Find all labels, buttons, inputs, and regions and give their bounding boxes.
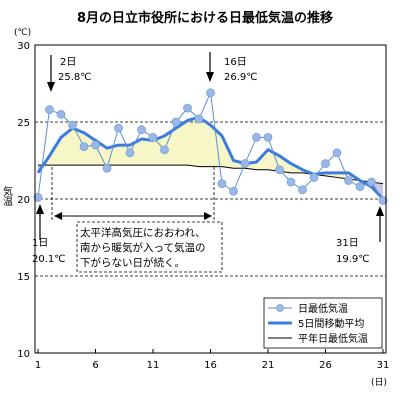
- daily-min-point: [68, 120, 77, 130]
- annotation-day2-label: 2日: [60, 57, 76, 68]
- moving-average-series: [36, 115, 385, 201]
- daily-min-point: [33, 193, 43, 202]
- period-bracket: [51, 167, 215, 222]
- x-tick-label: 16: [204, 360, 217, 371]
- legend-label-average: 5日間移動平均: [298, 317, 364, 330]
- daily-min-point: [332, 148, 342, 158]
- comment-box: 太平洋高気圧におおわれ、 南から暖気が入って気温の 下がらない日が続く。: [76, 221, 223, 273]
- annotation-day31: 31日 19.9℃: [336, 206, 384, 265]
- annotation-day16: 16日 26.9℃: [206, 52, 258, 83]
- daily-min-point: [91, 140, 100, 150]
- daily-min-point: [229, 186, 238, 196]
- annotation-day31-arrowhead: [376, 206, 384, 216]
- y-tick-label: 15: [17, 272, 30, 283]
- comment-line-3: 下がらない日が続く。: [80, 256, 185, 269]
- annotation-day2-value: 25.8℃: [58, 72, 92, 83]
- x-unit-label: (日): [371, 377, 387, 388]
- daily-min-point: [125, 148, 135, 158]
- daily-min-point: [263, 132, 273, 142]
- x-tick-label: 26: [319, 360, 332, 371]
- annotation-day16-value: 26.9℃: [224, 72, 258, 83]
- daily-min-point: [217, 179, 227, 189]
- daily-min-series: [33, 88, 388, 205]
- y-axis-label: 気温: [1, 185, 13, 206]
- daily-min-point: [309, 173, 319, 182]
- daily-min-point: [206, 88, 215, 98]
- annotation-day1-value: 20.1℃: [32, 254, 66, 265]
- daily-min-point: [45, 105, 54, 115]
- annotation-day2-arrowhead: [47, 82, 55, 92]
- y-tick-label: 25: [17, 118, 30, 129]
- comment-line-2: 南から暖気が入って気温の: [80, 241, 205, 254]
- annotation-day31-value: 19.9℃: [336, 254, 370, 265]
- daily-min-point: [275, 165, 284, 175]
- daily-min-point: [286, 177, 296, 187]
- daily-min-point: [102, 163, 112, 173]
- gridlines: [35, 121, 386, 277]
- moving-average-line: [36, 115, 385, 201]
- annotation-day1: 1日 20.1℃: [32, 204, 66, 265]
- legend-marker-daily: [276, 304, 284, 312]
- daily-min-point: [137, 125, 146, 135]
- daily-min-point: [367, 177, 376, 187]
- x-tick-label: 6: [92, 360, 98, 371]
- daily-min-point: [171, 117, 181, 127]
- chart-title: 8月の日立市役所における日最低気温の推移: [77, 10, 333, 26]
- x-tick-label: 1: [35, 360, 41, 371]
- normal-series: [38, 164, 384, 185]
- daily-min-point: [114, 123, 123, 133]
- y-ticks: 10 15 20 25 30: [17, 41, 30, 360]
- x-tick-label: 31: [377, 360, 390, 371]
- annotation-day1-label: 1日: [32, 238, 48, 249]
- daily-min-point: [321, 159, 330, 168]
- daily-min-point: [298, 185, 307, 195]
- annotation-day31-label: 31日: [336, 238, 359, 249]
- daily-min-point: [355, 182, 365, 192]
- fill-below-normal: [360, 180, 383, 199]
- normal-line: [38, 164, 384, 185]
- annotation-day16-arrowhead: [206, 72, 214, 82]
- annotation-day2: 2日 25.8℃: [47, 55, 92, 92]
- daily-min-point: [252, 132, 261, 142]
- x-ticks: 1 6 11 16 21 26 31: [35, 349, 390, 371]
- daily-min-point: [148, 132, 158, 142]
- x-tick-label: 21: [262, 360, 275, 371]
- comment-line-1: 太平洋高気圧におおわれ、: [80, 226, 206, 239]
- y-tick-label: 20: [17, 195, 30, 206]
- daily-min-point: [344, 176, 353, 185]
- period-arrowhead-right: [204, 212, 212, 220]
- annotation-day16-label: 16日: [224, 57, 247, 68]
- legend: 日最低気温 5日間移動平均 平年日最低気温: [263, 297, 383, 349]
- daily-min-point: [240, 159, 250, 168]
- y-unit-label: (℃): [14, 28, 31, 38]
- daily-min-point: [183, 103, 192, 113]
- daily-min-point: [378, 196, 388, 205]
- period-arrowhead-left: [54, 212, 62, 220]
- daily-min-point: [56, 109, 66, 119]
- y-tick-label: 30: [17, 41, 30, 52]
- daily-min-point: [79, 142, 89, 152]
- daily-min-point: [194, 114, 204, 124]
- y-tick-label: 10: [17, 349, 30, 360]
- legend-label-daily: 日最低気温: [298, 302, 348, 315]
- legend-label-normal: 平年日最低気温: [298, 332, 368, 345]
- x-tick-label: 11: [147, 360, 160, 371]
- annotation-day1-arrowhead: [36, 204, 44, 214]
- daily-min-point: [160, 145, 169, 155]
